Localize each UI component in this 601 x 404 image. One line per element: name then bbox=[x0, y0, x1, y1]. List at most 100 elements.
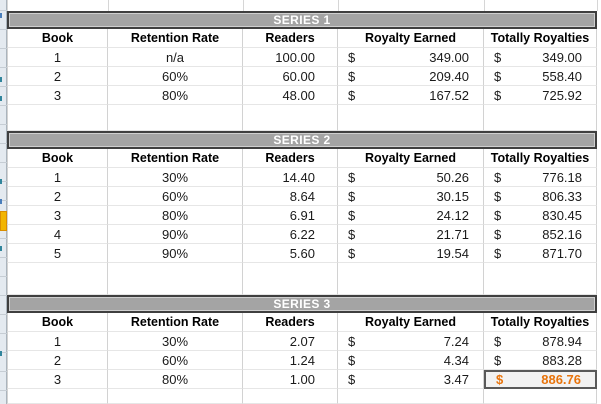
empty-cell[interactable] bbox=[7, 105, 108, 131]
column-header-royalty-earned[interactable]: Royalty Earned bbox=[338, 313, 484, 332]
column-header-retention-rate[interactable]: Retention Rate bbox=[108, 313, 243, 332]
cell-totally-royalties[interactable]: $883.28 bbox=[484, 351, 597, 370]
column-header-book[interactable]: Book bbox=[7, 313, 108, 332]
empty-cell[interactable] bbox=[243, 263, 338, 295]
currency-symbol: $ bbox=[348, 68, 356, 84]
cell-royalty-earned[interactable]: $50.26 bbox=[338, 168, 484, 187]
cell-retention-rate[interactable]: 30% bbox=[108, 168, 243, 187]
cell-readers[interactable]: 100.00 bbox=[243, 48, 338, 67]
column-header-readers[interactable]: Readers bbox=[243, 29, 338, 48]
cell-royalty-earned[interactable]: $7.24 bbox=[338, 332, 484, 351]
cell-book[interactable]: 1 bbox=[7, 332, 108, 351]
cell-retention-rate[interactable]: 60% bbox=[108, 351, 243, 370]
empty-cell[interactable] bbox=[484, 263, 597, 295]
grid-area-top bbox=[7, 0, 598, 11]
cell-totally-royalties[interactable]: $878.94 bbox=[484, 332, 597, 351]
cell-royalty-earned[interactable]: $167.52 bbox=[338, 86, 484, 105]
column-header-readers[interactable]: Readers bbox=[243, 149, 338, 168]
cell-readers[interactable]: 1.00 bbox=[243, 370, 338, 389]
gridline bbox=[0, 295, 7, 296]
cell-retention-rate[interactable]: 90% bbox=[108, 225, 243, 244]
cell-royalty-earned[interactable]: $209.40 bbox=[338, 67, 484, 86]
cell-value: 5 bbox=[53, 245, 62, 261]
cell-book[interactable]: 2 bbox=[7, 67, 108, 86]
series-title-bar[interactable]: SERIES 3 bbox=[7, 295, 597, 313]
cell-readers[interactable]: 60.00 bbox=[243, 67, 338, 86]
column-header-totally-royalties[interactable]: Totally Royalties bbox=[484, 313, 597, 332]
cell-value: 19.54 bbox=[436, 245, 469, 261]
cell-totally-royalties[interactable]: $558.40 bbox=[484, 67, 597, 86]
empty-cell[interactable] bbox=[243, 105, 338, 131]
empty-cell[interactable] bbox=[484, 105, 597, 131]
column-header-book[interactable]: Book bbox=[7, 29, 108, 48]
cell-readers[interactable]: 5.60 bbox=[243, 244, 338, 263]
cell-retention-rate[interactable]: 80% bbox=[108, 86, 243, 105]
cell-readers[interactable]: 2.07 bbox=[243, 332, 338, 351]
series-title-bar[interactable]: SERIES 1 bbox=[7, 11, 597, 29]
cell-retention-rate[interactable]: 30% bbox=[108, 332, 243, 351]
cell-book[interactable]: 5 bbox=[7, 244, 108, 263]
column-header-book[interactable]: Book bbox=[7, 149, 108, 168]
column-header-royalty-earned[interactable]: Royalty Earned bbox=[338, 149, 484, 168]
column-header-retention-rate[interactable]: Retention Rate bbox=[108, 29, 243, 48]
column-header-royalty-earned[interactable]: Royalty Earned bbox=[338, 29, 484, 48]
cell-totally-royalties[interactable]: $725.92 bbox=[484, 86, 597, 105]
cell-readers[interactable]: 8.64 bbox=[243, 187, 338, 206]
series-title-bar[interactable]: SERIES 2 bbox=[7, 131, 597, 149]
cell-value: 80% bbox=[161, 207, 189, 223]
row-header-strip[interactable] bbox=[0, 0, 7, 404]
cell-readers[interactable]: 6.22 bbox=[243, 225, 338, 244]
cell-royalty-earned[interactable]: $21.71 bbox=[338, 225, 484, 244]
selected-cell[interactable]: $886.76 bbox=[484, 370, 597, 389]
cell-royalty-earned[interactable]: $4.34 bbox=[338, 351, 484, 370]
cell-book[interactable]: 1 bbox=[7, 168, 108, 187]
cell-royalty-earned[interactable]: $24.12 bbox=[338, 206, 484, 225]
empty-cell[interactable] bbox=[338, 105, 484, 131]
empty-cell[interactable] bbox=[484, 389, 597, 404]
cell-retention-rate[interactable]: 80% bbox=[108, 370, 243, 389]
cell-royalty-earned[interactable]: $349.00 bbox=[338, 48, 484, 67]
empty-cell[interactable] bbox=[7, 263, 108, 295]
cell-retention-rate[interactable]: 60% bbox=[108, 187, 243, 206]
empty-row bbox=[7, 263, 597, 295]
selected-row-marker[interactable] bbox=[0, 211, 7, 231]
cell-totally-royalties[interactable]: $776.18 bbox=[484, 168, 597, 187]
empty-cell[interactable] bbox=[243, 389, 338, 404]
column-header-totally-royalties[interactable]: Totally Royalties bbox=[484, 149, 597, 168]
cell-retention-rate[interactable]: 60% bbox=[108, 67, 243, 86]
cell-totally-royalties[interactable]: $830.45 bbox=[484, 206, 597, 225]
cell-totally-royalties[interactable]: $349.00 bbox=[484, 48, 597, 67]
currency-symbol: $ bbox=[494, 207, 502, 223]
cell-readers[interactable]: 1.24 bbox=[243, 351, 338, 370]
cell-retention-rate[interactable]: n/a bbox=[108, 48, 243, 67]
cell-readers[interactable]: 6.91 bbox=[243, 206, 338, 225]
column-header-totally-royalties[interactable]: Totally Royalties bbox=[484, 29, 597, 48]
empty-cell[interactable] bbox=[108, 389, 243, 404]
cell-book[interactable]: 4 bbox=[7, 225, 108, 244]
cell-totally-royalties[interactable]: $806.33 bbox=[484, 187, 597, 206]
cell-royalty-earned[interactable]: $19.54 bbox=[338, 244, 484, 263]
cell-readers[interactable]: 14.40 bbox=[243, 168, 338, 187]
cell-value: 349.00 bbox=[542, 49, 582, 65]
column-header-readers[interactable]: Readers bbox=[243, 313, 338, 332]
gridline bbox=[0, 162, 7, 163]
cell-readers[interactable]: 48.00 bbox=[243, 86, 338, 105]
cell-book[interactable]: 1 bbox=[7, 48, 108, 67]
cell-totally-royalties[interactable]: $871.70 bbox=[484, 244, 597, 263]
empty-cell[interactable] bbox=[338, 263, 484, 295]
cell-totally-royalties[interactable]: $852.16 bbox=[484, 225, 597, 244]
cell-book[interactable]: 3 bbox=[7, 206, 108, 225]
cell-book[interactable]: 3 bbox=[7, 86, 108, 105]
cell-book[interactable]: 2 bbox=[7, 351, 108, 370]
cell-retention-rate[interactable]: 90% bbox=[108, 244, 243, 263]
empty-cell[interactable] bbox=[7, 389, 108, 404]
empty-cell[interactable] bbox=[108, 105, 243, 131]
cell-retention-rate[interactable]: 80% bbox=[108, 206, 243, 225]
cell-book[interactable]: 2 bbox=[7, 187, 108, 206]
cell-royalty-earned[interactable]: $30.15 bbox=[338, 187, 484, 206]
column-header-retention-rate[interactable]: Retention Rate bbox=[108, 149, 243, 168]
cell-royalty-earned[interactable]: $3.47 bbox=[338, 370, 484, 389]
empty-cell[interactable] bbox=[338, 389, 484, 404]
cell-book[interactable]: 3 bbox=[7, 370, 108, 389]
empty-cell[interactable] bbox=[108, 263, 243, 295]
